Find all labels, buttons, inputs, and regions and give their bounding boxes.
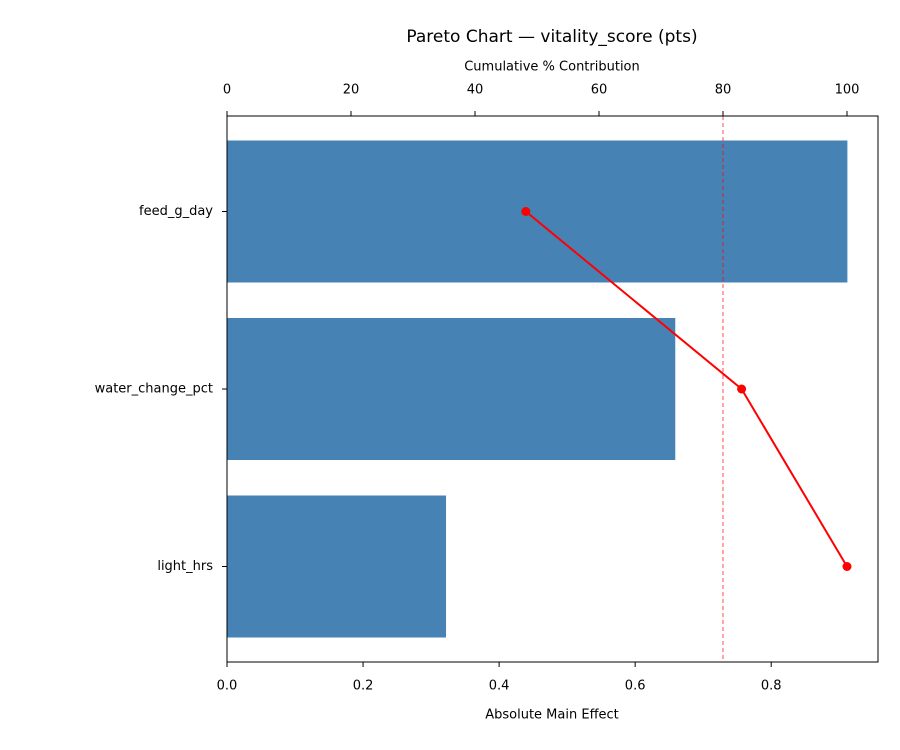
y-tick-label: water_change_pct [95, 382, 213, 397]
y-tick-label: feed_g_day [139, 204, 213, 219]
x2-tick-label: 40 [467, 83, 484, 98]
x-axis-label: Absolute Main Effect [485, 708, 619, 723]
bar [227, 140, 848, 283]
y-tick-label: light_hrs [157, 559, 213, 574]
x-tick-label: 0.4 [489, 679, 510, 694]
x2-tick-label: 80 [715, 83, 732, 98]
x2-tick-label: 60 [591, 83, 608, 98]
x2-tick-label: 0 [223, 83, 231, 98]
x-tick-label: 0.0 [217, 679, 238, 694]
x2-axis-label: Cumulative % Contribution [464, 60, 640, 75]
x-tick-label: 0.6 [625, 679, 646, 694]
bar [227, 495, 447, 638]
chart-title: Pareto Chart — vitality_score (pts) [406, 27, 697, 47]
cumulative-point [521, 206, 531, 216]
x-tick-label: 0.8 [761, 679, 782, 694]
x2-tick-label: 20 [343, 83, 360, 98]
cumulative-point [842, 562, 852, 572]
cumulative-point [737, 384, 747, 394]
plot-frame [226, 115, 879, 663]
x2-tick-label: 100 [835, 83, 860, 98]
bar [227, 317, 676, 461]
x-tick-label: 0.2 [353, 679, 374, 694]
